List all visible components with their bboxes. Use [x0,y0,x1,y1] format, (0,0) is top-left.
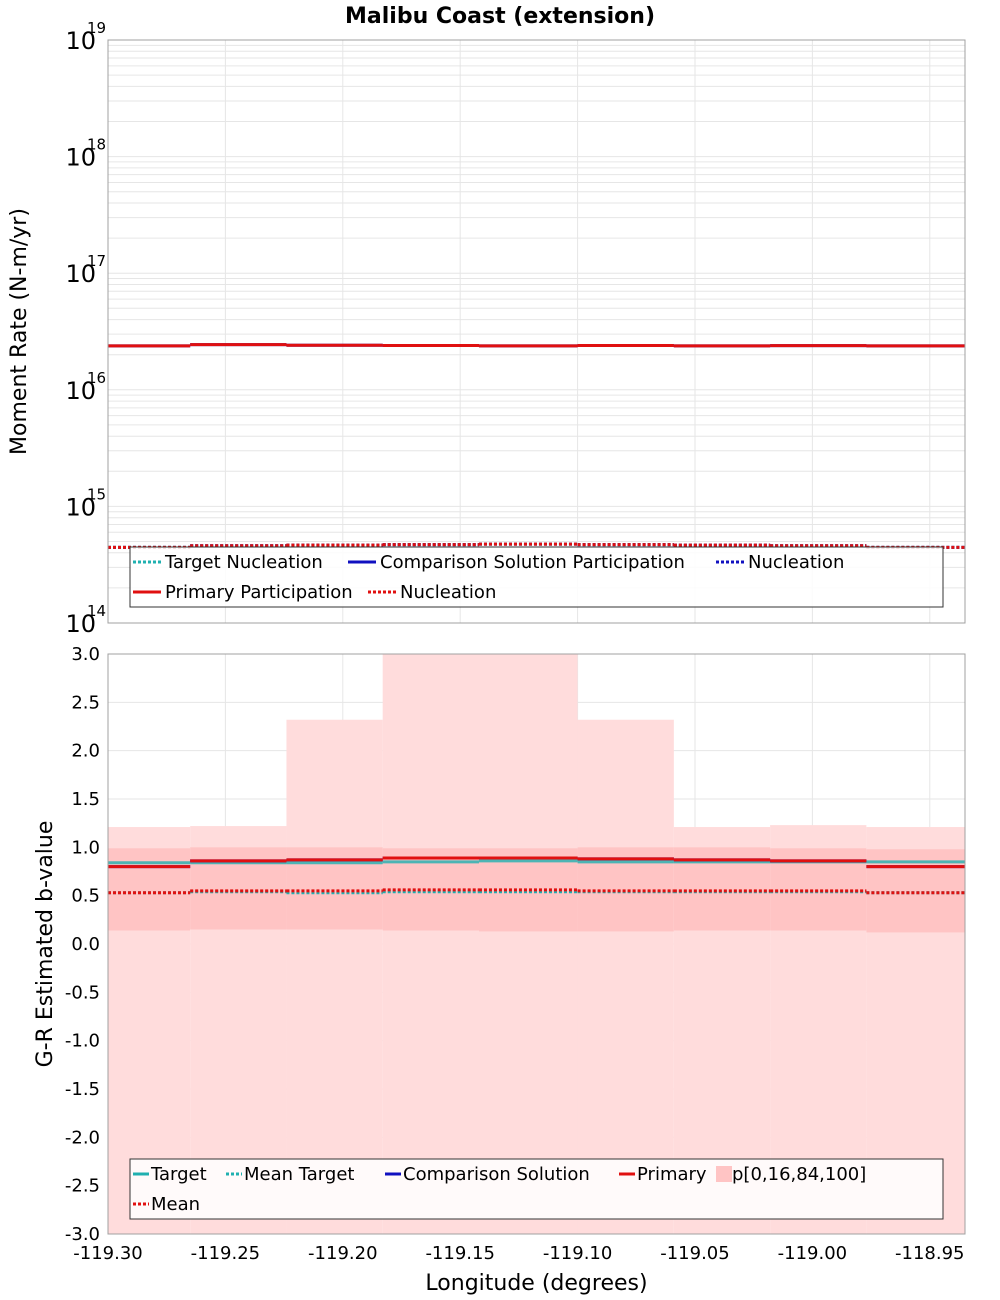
x-tick-label: -119.15 [425,1243,494,1264]
y-tick-label: 0.5 [71,886,100,907]
band-p0-p100 [577,719,674,1234]
y-tick-label: -1.0 [65,1031,100,1052]
legend-label: p[0,16,84,100] [732,1164,866,1185]
legend-label: Target [150,1164,207,1185]
y-tick-label: 0.0 [71,934,100,955]
y-tick-label: -0.5 [65,982,100,1003]
plot-frame [107,39,966,624]
b-value-panel: -3.0 -2.5 -2.0 -1.5 -1.0 -0.5 0.0 0.5 1.0 1.5 2.0 2… [33,644,966,1296]
legend-box [129,1158,944,1220]
legend-label: Target Nucleation [164,552,323,573]
x-tick-label: -119.30 [73,1243,142,1264]
legend: Target Nucleation Comparison Solution Par… [129,546,944,608]
y-tick-label-base: 10 [65,610,96,638]
legend-label: Primary [637,1164,707,1185]
y-tick-label: -1.5 [65,1079,100,1100]
x-tick-label: -119.10 [543,1243,612,1264]
y-axis-label: G-R Estimated b-value [33,821,58,1068]
y-tick-label: 2.0 [71,741,100,762]
legend-label: Mean Target [244,1164,354,1185]
y-tick-label-base: 10 [65,260,96,288]
legend-label: Comparison Solution Participation [380,552,685,573]
x-tick-label: -119.20 [308,1243,377,1264]
y-tick-label-base: 10 [65,27,96,55]
band-p0-p100 [478,654,578,1234]
y-tick-label: 2.5 [71,692,100,713]
x-tick-label: -119.00 [778,1243,847,1264]
series-mean [108,888,965,895]
y-tick-label: 1.0 [71,837,100,858]
y-tick-label-exponent: 15 [87,485,106,503]
legend-box [129,546,944,608]
y-axis-label: Moment Rate (N-m/yr) [7,208,32,455]
y-tick-label-exponent: 14 [87,602,106,620]
series-primary [108,856,965,869]
legend-swatch [716,1166,732,1182]
series-primary_participation [108,343,965,348]
y-tick-label: 1.5 [71,789,100,810]
legend-label: Primary Participation [165,582,353,603]
plot-frame [107,653,966,1235]
y-tick-label: -3.0 [65,1224,100,1245]
y-tick-label-base: 10 [65,493,96,521]
y-tick-label: 3.0 [71,644,100,665]
plot-area [108,40,965,623]
y-tick-label-base: 10 [65,144,96,172]
y-tick-label-exponent: 17 [87,252,106,270]
x-tick-label: -118.95 [895,1243,964,1264]
band-p0-p100 [286,719,383,1234]
grid-lines [107,40,965,624]
x-tick-label: -119.25 [191,1243,260,1264]
chart-title: Malibu Coast (extension) [345,4,655,29]
y-tick-label-base: 10 [65,377,96,405]
band-p16-p84 [108,848,191,931]
legend-label: Mean [151,1194,200,1215]
y-tick-label-exponent: 19 [87,19,106,37]
y-tick-label-exponent: 18 [87,136,106,154]
legend-label: Nucleation [748,552,844,573]
x-tick-label: -119.05 [660,1243,729,1264]
legend-label: Comparison Solution [403,1164,590,1185]
legend-label: Nucleation [400,582,496,603]
x-axis-label: Longitude (degrees) [425,1271,647,1296]
band-p0-p100 [382,654,479,1234]
legend: Target Mean Target Comparison Solution Prim… [129,1158,944,1220]
y-tick-label: -2.0 [65,1127,100,1148]
y-tick-label-exponent: 16 [87,369,106,387]
y-tick-label: -2.5 [65,1176,100,1197]
